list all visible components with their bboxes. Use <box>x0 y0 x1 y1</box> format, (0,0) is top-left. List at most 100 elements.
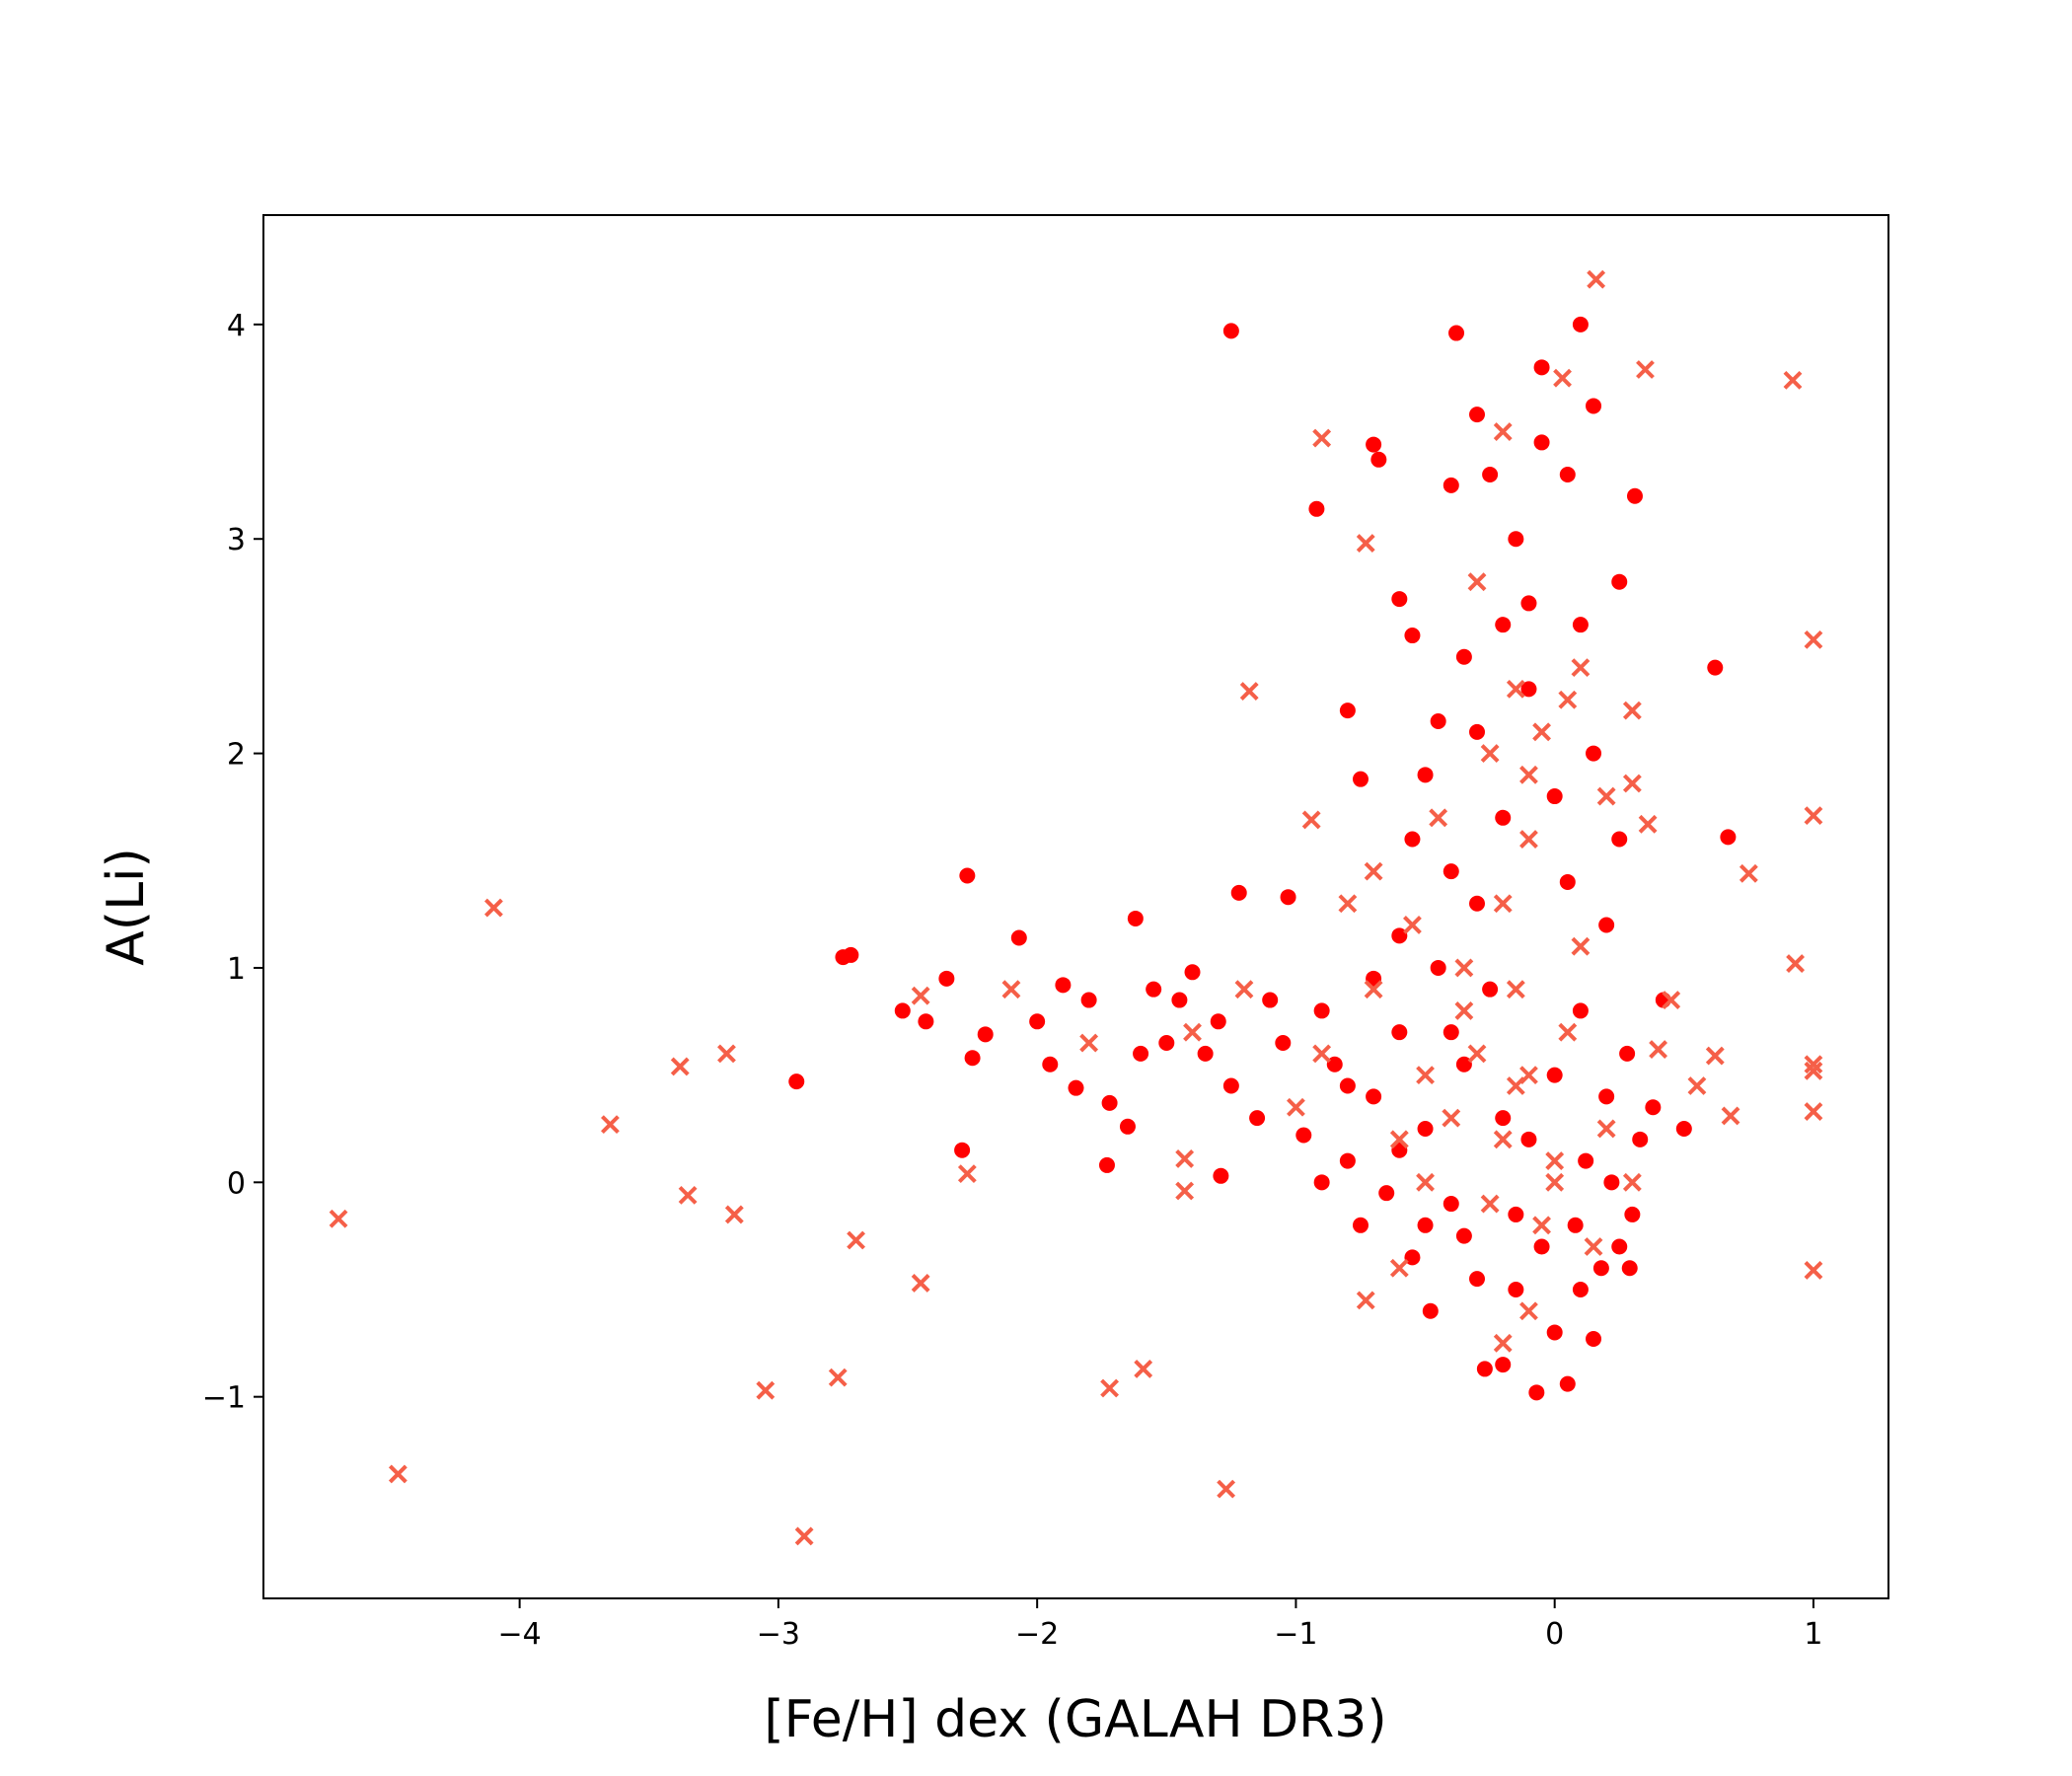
data-point <box>1312 428 1332 448</box>
data-point <box>1586 745 1602 762</box>
data-point <box>977 1026 994 1043</box>
data-point <box>1558 1022 1578 1042</box>
data-point <box>1429 808 1448 828</box>
data-point <box>1364 980 1383 999</box>
y-tick-label: 4 <box>227 309 246 343</box>
data-point <box>388 1464 407 1484</box>
data-point <box>1506 980 1525 999</box>
data-point <box>1197 1045 1214 1062</box>
data-point <box>1571 936 1591 956</box>
data-point <box>1455 648 1472 665</box>
data-point <box>1416 1172 1435 1192</box>
data-point <box>1476 1361 1493 1377</box>
data-point <box>938 970 955 987</box>
data-point <box>1532 722 1551 742</box>
data-point <box>1217 1479 1236 1499</box>
data-point <box>794 1526 814 1546</box>
data-point <box>1622 774 1642 793</box>
data-point <box>1389 1258 1409 1278</box>
x-tick-label: −2 <box>1015 1617 1059 1652</box>
x-tick-label: −1 <box>1274 1617 1317 1652</box>
data-point <box>1134 1360 1153 1378</box>
data-point <box>1356 1291 1375 1310</box>
data-point <box>1546 1324 1563 1341</box>
data-point <box>1645 1099 1662 1116</box>
data-point <box>1739 863 1758 883</box>
data-point <box>1391 1142 1408 1158</box>
data-point <box>1482 981 1499 998</box>
data-point <box>1098 1156 1115 1173</box>
x-tick-label: −3 <box>757 1617 800 1652</box>
data-point <box>1301 810 1321 830</box>
data-point <box>1587 269 1606 289</box>
data-point <box>1339 703 1356 719</box>
data-point <box>1389 1130 1409 1149</box>
data-point <box>1586 398 1602 414</box>
data-point <box>1707 659 1724 676</box>
y-tick-label: 3 <box>227 523 246 557</box>
data-point <box>1454 958 1474 978</box>
data-point <box>1262 992 1279 1008</box>
data-point <box>1422 1302 1439 1319</box>
data-point <box>1519 1301 1538 1321</box>
data-point <box>1804 1061 1823 1080</box>
data-point <box>1528 1384 1545 1401</box>
data-point <box>1183 1022 1202 1042</box>
data-point <box>1611 1238 1628 1255</box>
data-point <box>1519 830 1538 849</box>
data-point <box>1559 1375 1576 1392</box>
data-point <box>1313 1002 1330 1019</box>
data-point <box>1559 467 1576 483</box>
y-tick-label: 0 <box>227 1166 246 1201</box>
data-point <box>1603 1174 1620 1191</box>
data-point <box>1506 1076 1525 1095</box>
x-tick-label: −4 <box>498 1617 542 1652</box>
data-point <box>1366 970 1382 987</box>
data-point <box>1469 1271 1486 1288</box>
data-point <box>1308 500 1325 517</box>
data-point <box>756 1380 776 1400</box>
data-point <box>1495 1357 1512 1373</box>
data-point <box>1364 861 1383 881</box>
data-point <box>717 1044 736 1064</box>
data-point <box>1467 1044 1487 1064</box>
data-point <box>724 1205 744 1224</box>
data-point <box>1356 534 1375 553</box>
data-point <box>959 867 976 884</box>
data-point <box>1508 1281 1524 1297</box>
data-point <box>1275 1035 1292 1052</box>
y-tick-label: 2 <box>227 738 246 773</box>
data-point <box>1222 323 1239 339</box>
data-point <box>957 1164 977 1184</box>
plot-frame <box>262 214 1889 1599</box>
data-point <box>1546 788 1563 805</box>
data-point <box>1520 595 1537 612</box>
data-point <box>1469 407 1486 423</box>
data-point <box>1184 964 1201 981</box>
data-point <box>1804 1055 1823 1074</box>
data-point <box>1080 992 1097 1008</box>
data-point <box>1621 1260 1638 1277</box>
data-point <box>1391 591 1408 608</box>
data-point <box>1469 723 1486 740</box>
data-point <box>1239 682 1259 701</box>
data-point <box>1068 1079 1084 1096</box>
data-point <box>1571 658 1591 678</box>
data-point <box>1230 884 1247 901</box>
data-point <box>329 1209 348 1228</box>
data-point <box>1596 1119 1616 1139</box>
data-point <box>1312 1044 1332 1064</box>
data-point <box>1493 894 1513 914</box>
data-point <box>670 1057 690 1076</box>
data-point <box>843 946 859 963</box>
data-point <box>1448 325 1465 341</box>
data-point <box>1079 1033 1099 1053</box>
y-axis-label: A(Li) <box>97 848 156 966</box>
data-point <box>1619 1045 1636 1062</box>
data-point <box>1171 992 1188 1008</box>
data-point <box>1339 1077 1356 1094</box>
data-point <box>1042 1056 1059 1073</box>
data-point <box>1638 814 1658 834</box>
data-point <box>1313 1174 1330 1191</box>
data-point <box>1234 980 1254 999</box>
